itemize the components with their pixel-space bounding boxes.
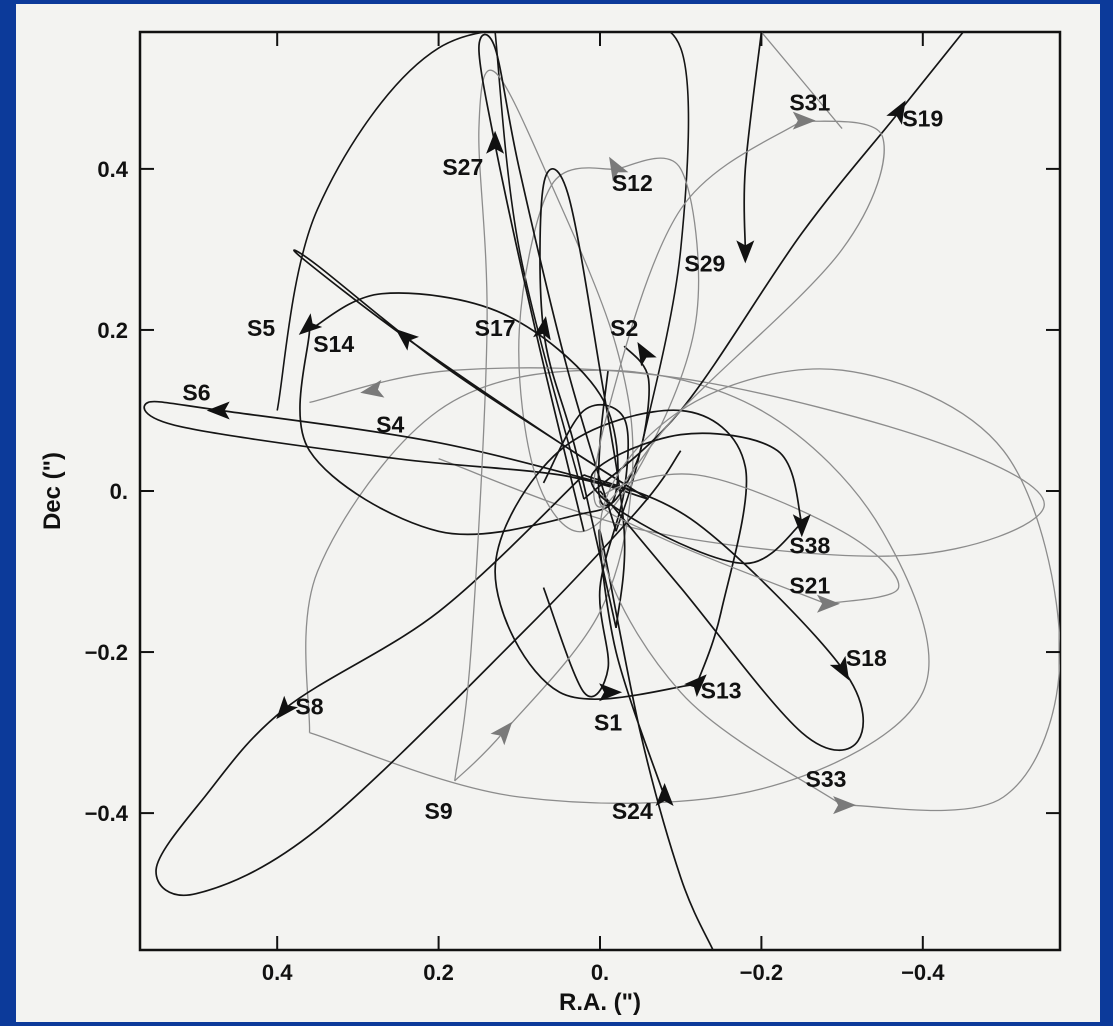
y-tick-label: 0.4 xyxy=(97,157,128,182)
arrow-s27 xyxy=(486,130,505,154)
arrow-s4 xyxy=(360,379,385,398)
x-tick-label: 0. xyxy=(591,960,609,985)
label-s2: S2 xyxy=(610,315,638,341)
orbit-layer xyxy=(143,32,1060,950)
arrow-s17 xyxy=(533,316,551,341)
orbit-s9 xyxy=(454,69,634,782)
label-s13: S13 xyxy=(701,677,742,703)
label-s4: S4 xyxy=(376,412,404,438)
arrow-layer xyxy=(206,100,906,815)
orbit-s8 xyxy=(155,450,682,896)
orbit-s1 xyxy=(542,403,630,698)
y-tick-label: −0.4 xyxy=(85,801,129,826)
arrow-s12 xyxy=(609,156,629,182)
arrow-s6 xyxy=(206,401,230,420)
x-axis-ticks: 0.4 0.2 0. −0.2 −0.4 xyxy=(262,32,945,985)
y-tick-label: −0.2 xyxy=(85,640,128,665)
label-s1: S1 xyxy=(594,710,622,736)
orbit-s5 xyxy=(299,292,619,536)
orbit-s33 xyxy=(599,368,1060,812)
label-s21: S21 xyxy=(789,573,830,599)
arrow-s2 xyxy=(637,341,657,367)
arrow-s38 xyxy=(792,514,811,538)
arrow-s31 xyxy=(792,111,816,130)
arrow-s21 xyxy=(817,594,840,613)
arrow-s9 xyxy=(490,721,513,746)
label-s9: S9 xyxy=(425,798,453,824)
y-axis-label: Dec (") xyxy=(39,452,66,530)
x-axis-label: R.A. (") xyxy=(559,989,641,1016)
arrow-s33 xyxy=(833,796,857,815)
label-s14: S14 xyxy=(313,331,354,357)
label-s17: S17 xyxy=(475,315,516,341)
orbit-plot: S1 S2 S4 S5 S6 S8 S9 S12 S13 S14 S17 S18 S19 S21 S24 S2… xyxy=(39,30,1062,1016)
orbit-s24 xyxy=(598,529,714,950)
star-label-layer: S1 S2 S4 S5 S6 S8 S9 S12 S13 S14 S17 S18 S19 S21 S24 S2… xyxy=(182,90,943,825)
label-s38: S38 xyxy=(789,532,830,558)
label-s19: S19 xyxy=(902,106,943,132)
orbit-s19 xyxy=(583,32,964,500)
arrow-s24 xyxy=(655,783,674,806)
label-s6: S6 xyxy=(182,379,210,405)
arrow-s14 xyxy=(395,329,419,351)
orbit-s4 xyxy=(309,367,1045,557)
orbit-s18 xyxy=(583,474,865,751)
y-axis-ticks: 0.4 0.2 0. −0.2 −0.4 xyxy=(85,157,1060,826)
label-s24: S24 xyxy=(612,798,653,824)
arrow-s18 xyxy=(829,655,850,681)
orbit-unlabeled-1 xyxy=(276,32,690,532)
orbit-s14 xyxy=(293,249,649,500)
y-tick-label: 0.2 xyxy=(97,318,128,343)
label-s8: S8 xyxy=(295,693,323,719)
orbit-s17 xyxy=(539,167,626,629)
orbit-s27 xyxy=(478,33,617,532)
label-s5: S5 xyxy=(247,315,275,341)
slide-panel: S1 S2 S4 S5 S6 S8 S9 S12 S13 S14 S17 S18 S19 S21 S24 S2… xyxy=(16,4,1100,1022)
orbit-s38 xyxy=(590,432,803,565)
orbit-s31 xyxy=(593,119,885,508)
label-s31: S31 xyxy=(789,90,830,116)
orbit-unlabeled-2 xyxy=(305,369,930,804)
label-s18: S18 xyxy=(846,645,887,671)
arrow-s13 xyxy=(684,674,707,698)
label-s27: S27 xyxy=(442,154,483,180)
x-tick-label: −0.4 xyxy=(901,960,945,985)
orbit-s6 xyxy=(143,400,649,500)
orbit-s21 xyxy=(598,473,900,605)
x-tick-label: 0.2 xyxy=(423,960,454,985)
x-tick-label: 0.4 xyxy=(262,960,293,985)
x-tick-label: −0.2 xyxy=(740,960,783,985)
arrow-s5 xyxy=(298,313,323,335)
arrow-s19 xyxy=(886,100,906,125)
y-tick-label: 0. xyxy=(110,479,128,504)
arrow-s1 xyxy=(599,683,623,702)
label-s29: S29 xyxy=(684,251,725,277)
arrow-s8 xyxy=(276,695,298,720)
label-s12: S12 xyxy=(612,170,653,196)
label-s33: S33 xyxy=(806,766,847,792)
orbit-s29 xyxy=(743,32,763,250)
arrow-s29 xyxy=(736,240,755,264)
